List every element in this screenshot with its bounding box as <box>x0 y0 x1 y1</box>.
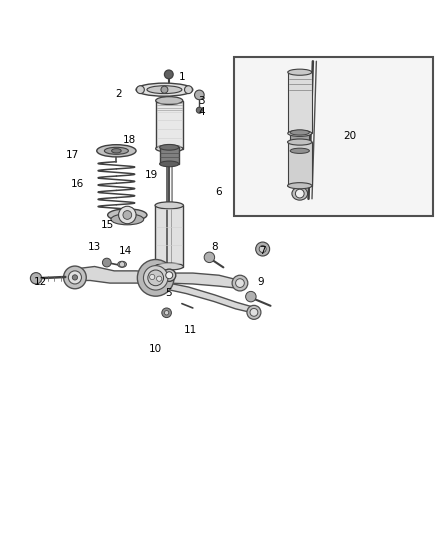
Circle shape <box>138 260 174 296</box>
Bar <box>155 205 184 266</box>
Text: 15: 15 <box>101 220 114 230</box>
Bar <box>288 142 312 185</box>
Circle shape <box>164 311 169 315</box>
Ellipse shape <box>104 147 128 154</box>
Text: 13: 13 <box>88 242 101 252</box>
Ellipse shape <box>288 130 312 136</box>
Circle shape <box>68 271 81 284</box>
Text: 6: 6 <box>215 187 223 197</box>
Circle shape <box>164 70 173 79</box>
Text: 8: 8 <box>211 242 218 252</box>
Circle shape <box>144 265 168 290</box>
Text: 2: 2 <box>115 89 122 99</box>
Text: 5: 5 <box>166 288 172 298</box>
Circle shape <box>162 308 171 318</box>
Bar <box>290 133 309 151</box>
Bar <box>159 147 179 164</box>
Circle shape <box>161 86 168 93</box>
Ellipse shape <box>118 261 127 268</box>
Circle shape <box>295 189 304 198</box>
Ellipse shape <box>108 209 147 221</box>
Circle shape <box>123 211 132 220</box>
Circle shape <box>148 270 163 286</box>
Circle shape <box>30 272 42 284</box>
Text: 3: 3 <box>198 95 205 106</box>
Bar <box>155 101 183 149</box>
Text: 18: 18 <box>123 135 136 145</box>
Circle shape <box>246 292 256 302</box>
Circle shape <box>64 266 86 289</box>
Circle shape <box>204 252 215 263</box>
Ellipse shape <box>155 263 184 270</box>
Ellipse shape <box>155 202 184 209</box>
Circle shape <box>196 107 202 113</box>
Ellipse shape <box>137 86 145 94</box>
Ellipse shape <box>159 161 179 167</box>
Polygon shape <box>155 282 258 314</box>
Ellipse shape <box>112 149 121 153</box>
Ellipse shape <box>155 145 183 152</box>
Circle shape <box>247 305 261 319</box>
Text: 7: 7 <box>259 246 266 256</box>
Ellipse shape <box>97 144 136 157</box>
Ellipse shape <box>288 139 312 145</box>
Ellipse shape <box>290 148 309 154</box>
Circle shape <box>166 272 173 279</box>
Ellipse shape <box>155 96 183 104</box>
Text: 11: 11 <box>184 325 197 335</box>
Circle shape <box>236 279 244 287</box>
Text: 4: 4 <box>198 107 205 117</box>
Circle shape <box>156 276 162 281</box>
Text: 16: 16 <box>71 179 84 189</box>
Ellipse shape <box>162 269 176 281</box>
Ellipse shape <box>288 183 312 189</box>
Circle shape <box>194 90 204 100</box>
Bar <box>288 72 312 133</box>
Circle shape <box>250 309 258 316</box>
Circle shape <box>119 206 136 224</box>
Text: 19: 19 <box>145 170 158 180</box>
Text: 12: 12 <box>33 277 46 287</box>
Text: 9: 9 <box>257 277 264 287</box>
Ellipse shape <box>111 214 144 225</box>
Text: 10: 10 <box>149 344 162 354</box>
Text: 17: 17 <box>66 150 79 160</box>
Bar <box>234 57 433 216</box>
Ellipse shape <box>290 130 309 135</box>
Circle shape <box>232 275 248 291</box>
Circle shape <box>72 275 78 280</box>
Text: 1: 1 <box>179 71 185 82</box>
Ellipse shape <box>147 86 182 94</box>
Circle shape <box>259 246 266 253</box>
Text: 20: 20 <box>343 131 357 141</box>
Polygon shape <box>65 266 245 288</box>
Circle shape <box>256 242 270 256</box>
Circle shape <box>120 262 125 267</box>
Ellipse shape <box>136 83 193 96</box>
Ellipse shape <box>184 86 192 94</box>
Circle shape <box>102 258 111 267</box>
Ellipse shape <box>159 144 179 150</box>
Circle shape <box>150 274 155 280</box>
Ellipse shape <box>292 187 307 200</box>
Ellipse shape <box>288 69 312 75</box>
Text: 14: 14 <box>119 246 132 256</box>
